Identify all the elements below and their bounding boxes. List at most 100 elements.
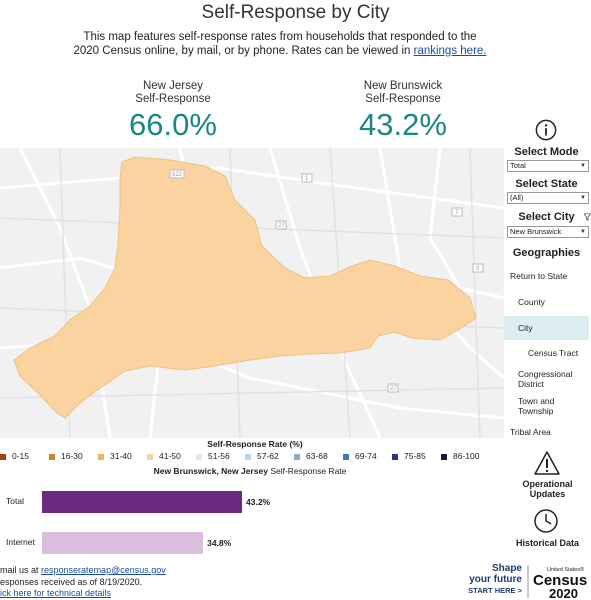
city-boundary-shape[interactable] (13, 156, 477, 419)
intro-text: This map features self-response rates fr… (70, 30, 490, 58)
select-mode-value: Total (510, 161, 526, 170)
legend-label: 31-40 (110, 451, 132, 461)
chevron-down-icon: ▼ (580, 195, 586, 201)
legend-item: 31-40 (98, 451, 132, 462)
legend-item: 16-30 (49, 451, 83, 462)
chevron-down-icon: ▼ (580, 163, 586, 169)
geo-return-to-state[interactable]: Return to State (510, 271, 568, 281)
email-link[interactable]: responseratemap@census.gov (41, 565, 166, 575)
kpi-label-sub: Self-Response (135, 93, 211, 105)
clock-icon[interactable] (533, 508, 559, 534)
rankings-link[interactable]: rankings here. (413, 45, 487, 57)
census-2020-logo: United States® Census 2020 (527, 562, 587, 600)
legend-swatch (147, 453, 153, 460)
legend-label: 75-85 (404, 451, 426, 461)
legend-item: 57-62 (245, 451, 279, 462)
bar-row: Internet 34.8% (0, 532, 300, 554)
legend-swatch (98, 453, 104, 460)
bar-chart-title: New Brunswick, New Jersey Self-Response … (120, 466, 380, 476)
control-panel: Select Mode Total ▼ Select State (All) ▼… (504, 110, 591, 600)
legend-item: 69-74 (343, 451, 377, 462)
geo-city[interactable]: City (504, 316, 589, 340)
kpi-new-brunswick: New Brunswick Self-Response 43.2% (313, 80, 493, 143)
legend-item: 75-85 (392, 451, 426, 462)
legend-label: 57-62 (257, 451, 279, 461)
footer-email-line: mail us at responseratemap@census.gov (0, 565, 300, 577)
geographies-title: Geographies (512, 247, 581, 259)
kpi-label-sub: Self-Response (365, 93, 441, 105)
bar-total[interactable] (42, 491, 242, 513)
road-label-27: 27 (278, 223, 285, 229)
geo-county[interactable]: County (518, 297, 545, 307)
legend-item: 51-56 (196, 451, 230, 462)
legend-swatch (392, 453, 398, 460)
legend-title: Self-Response Rate (%) (207, 439, 303, 449)
bar-chart-title-place: New Brunswick, New Jersey (153, 466, 268, 476)
legend-item: 86-100 (441, 451, 479, 462)
start-here-link[interactable]: START HERE > (468, 586, 522, 595)
shape-your-future[interactable]: Shape your future START HERE > (460, 563, 522, 596)
warning-icon[interactable] (533, 450, 561, 476)
intro-description: This map features self-response rates fr… (73, 31, 477, 57)
bar-category-label: Total (6, 496, 24, 506)
footer-email-prefix: mail us at (0, 565, 39, 575)
select-state-label: Select State (515, 178, 578, 190)
road-label-9: 9 (476, 266, 480, 272)
census-logo-art: United States® Census 2020 (527, 565, 587, 600)
legend-swatch (245, 453, 251, 460)
shape-line2: your future (469, 574, 522, 585)
bar-chart-title-metric: Self-Response Rate (270, 466, 347, 476)
geo-census-tract[interactable]: Census Tract (528, 348, 579, 358)
legend-swatch (441, 453, 447, 460)
legend-label: 51-56 (208, 451, 230, 461)
geo-congressional-district[interactable]: Congressional District (518, 369, 573, 389)
technical-details-link[interactable]: ick here for technical details (0, 588, 112, 598)
road-shields: 622 27 1 7 27 9 (169, 169, 484, 393)
legend-swatch (294, 453, 300, 460)
select-city-label: Select City (518, 211, 575, 223)
legend-swatch (49, 453, 55, 460)
legend-swatch (0, 453, 6, 460)
bar-category-label: Internet (6, 537, 35, 547)
city-map[interactable]: 622 27 1 7 27 9 (0, 148, 504, 438)
legend-label: 86-100 (453, 451, 480, 461)
road-label-622: 622 (172, 172, 183, 178)
select-state-dropdown[interactable]: (All) ▼ (507, 192, 589, 204)
legend-item: 41-50 (147, 451, 181, 462)
chevron-down-icon: ▼ (580, 229, 586, 235)
legend-label: 63-68 (306, 451, 328, 461)
select-mode-dropdown[interactable]: Total ▼ (507, 160, 589, 172)
page-title: Self-Response by City (201, 2, 390, 23)
road-label-1: 1 (305, 176, 309, 182)
kpi-new-jersey: New Jersey Self-Response 66.0% (83, 80, 263, 143)
footer: mail us at responseratemap@census.gov es… (0, 565, 300, 600)
kpi-value-city: 43.2% (359, 107, 447, 142)
select-state-value: (All) (510, 193, 524, 202)
legend-label: 0-15 (12, 451, 30, 461)
footer-date-line: esponses received as of 8/19/2020. (0, 576, 143, 587)
shape-line1: Shape (491, 563, 522, 574)
legend-item: 63-68 (294, 451, 328, 462)
geo-town-and-township[interactable]: Town and Township (518, 396, 555, 416)
select-city-dropdown[interactable]: New Brunswick ▼ (507, 226, 589, 238)
info-icon[interactable] (535, 119, 557, 141)
bar-row: Total 43.2% (0, 491, 300, 513)
select-city-value: New Brunswick (510, 227, 562, 236)
historical-data-link[interactable]: Historical Data (515, 538, 580, 548)
kpi-label-state: New Jersey (142, 80, 204, 92)
logo-census-text: Census (533, 572, 587, 589)
kpi-label-city: New Brunswick (363, 80, 443, 92)
legend-swatch (196, 453, 202, 460)
legend: 0-15 16-30 31-40 41-50 51-56 57-62 63-68 69-74 7… (0, 451, 500, 463)
road-label-7: 7 (455, 210, 459, 216)
bar-internet[interactable] (42, 532, 204, 554)
legend-swatch (343, 453, 349, 460)
geo-tribal-area[interactable]: Tribal Area (510, 427, 551, 437)
logo-top-text: United States® (547, 566, 584, 573)
legend-label: 41-50 (159, 451, 181, 461)
legend-label: 69-74 (355, 451, 377, 461)
select-mode-label: Select Mode (514, 146, 579, 158)
operational-updates-link[interactable]: Operational Updates (522, 479, 573, 499)
filter-icon[interactable] (584, 213, 591, 221)
logo-year-text: 2020 (549, 586, 578, 600)
